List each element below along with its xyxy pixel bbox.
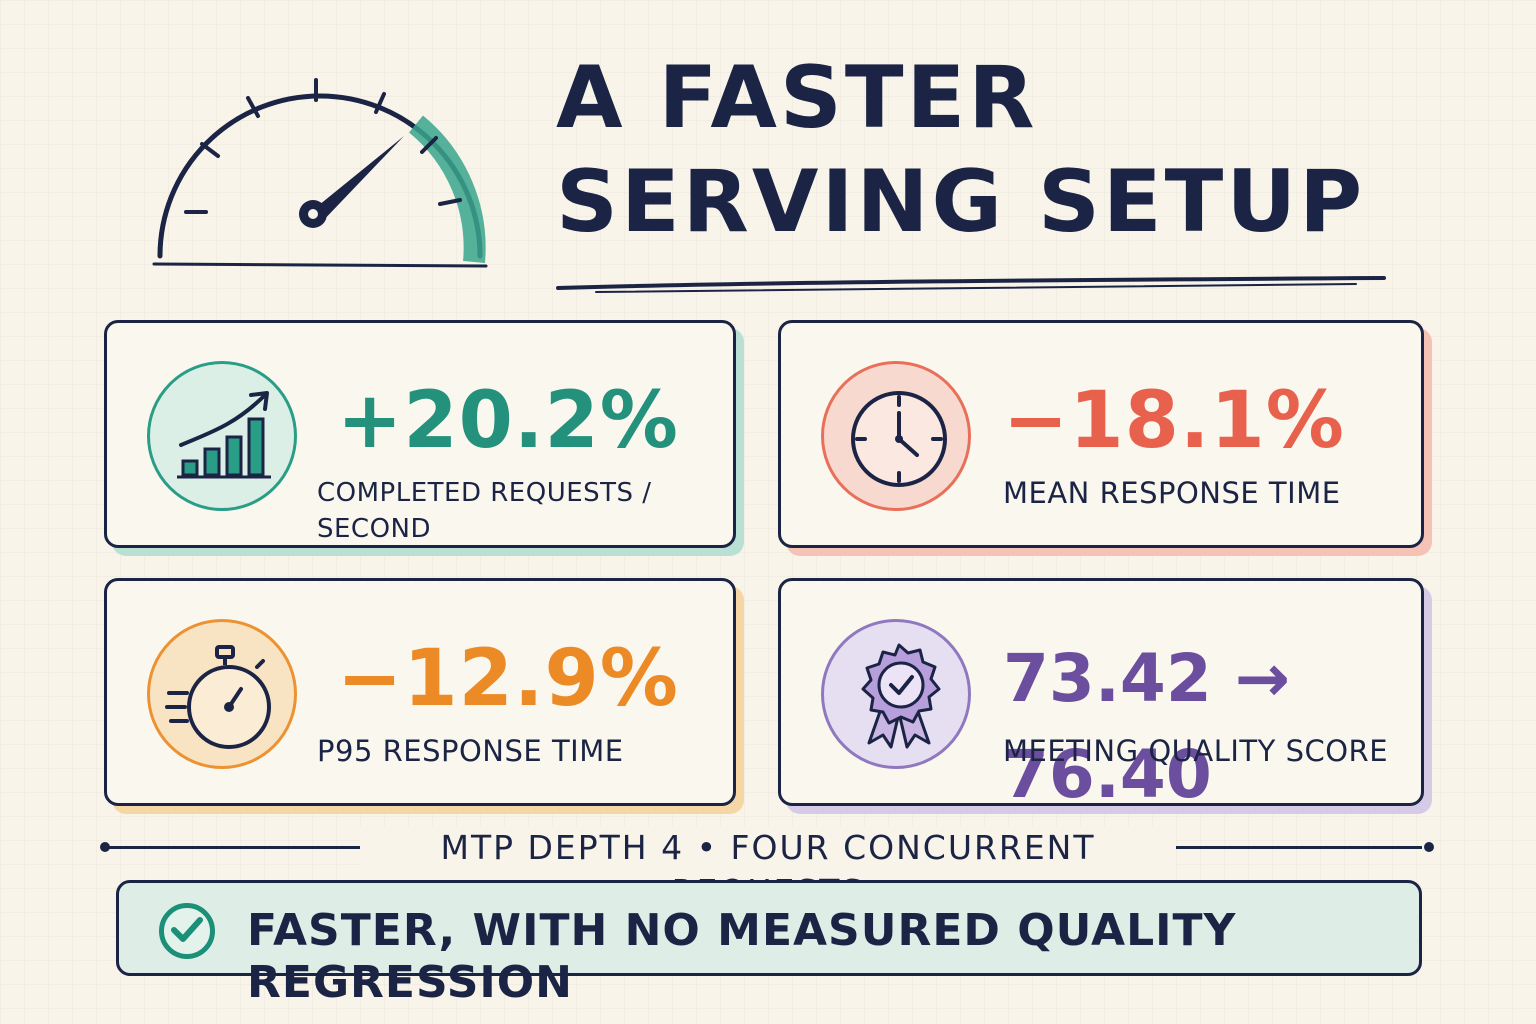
trending-bar-chart-icon	[177, 391, 271, 479]
award-badge-icon	[861, 643, 941, 749]
metric-value: −18.1%	[1003, 376, 1345, 466]
check-circle-icon	[171, 917, 203, 942]
title-underline	[556, 276, 1386, 293]
title-line-2: SERVING SETUP	[556, 152, 1366, 252]
title-line-1: A FASTER	[556, 48, 1038, 148]
metric-label: MEAN RESPONSE TIME	[1003, 476, 1341, 510]
metric-label: MEETING QUALITY SCORE	[1003, 734, 1389, 768]
divider-dot-left	[100, 842, 110, 852]
banner-text: FASTER, WITH NO MEASURED QUALITY REGRESS…	[247, 905, 1237, 1008]
metric-value: −12.9%	[337, 634, 679, 724]
metric-value: 73.42 → 76.40	[1003, 640, 1291, 813]
metric-card-quality-score: 73.42 → 76.40 MEETING QUALITY SCORE	[778, 578, 1424, 813]
speedometer-icon	[152, 78, 488, 268]
metric-card-throughput: +20.2% COMPLETED REQUESTS / SECOND	[104, 320, 736, 548]
metric-card-mean-response: −18.1% MEAN RESPONSE TIME	[778, 320, 1424, 548]
page-title: A FASTER SERVING SETUP	[556, 46, 1456, 254]
metric-label: COMPLETED REQUESTS / SECOND	[317, 478, 652, 544]
metric-value: +20.2%	[337, 376, 679, 466]
summary-banner: FASTER, WITH NO MEASURED QUALITY REGRESS…	[116, 880, 1422, 1008]
metric-label: P95 RESPONSE TIME	[317, 734, 624, 768]
metric-card-p95-response: −12.9% P95 RESPONSE TIME	[104, 578, 736, 806]
divider-dot-right	[1424, 842, 1434, 852]
stopwatch-icon	[165, 645, 271, 749]
clock-icon	[851, 391, 947, 487]
